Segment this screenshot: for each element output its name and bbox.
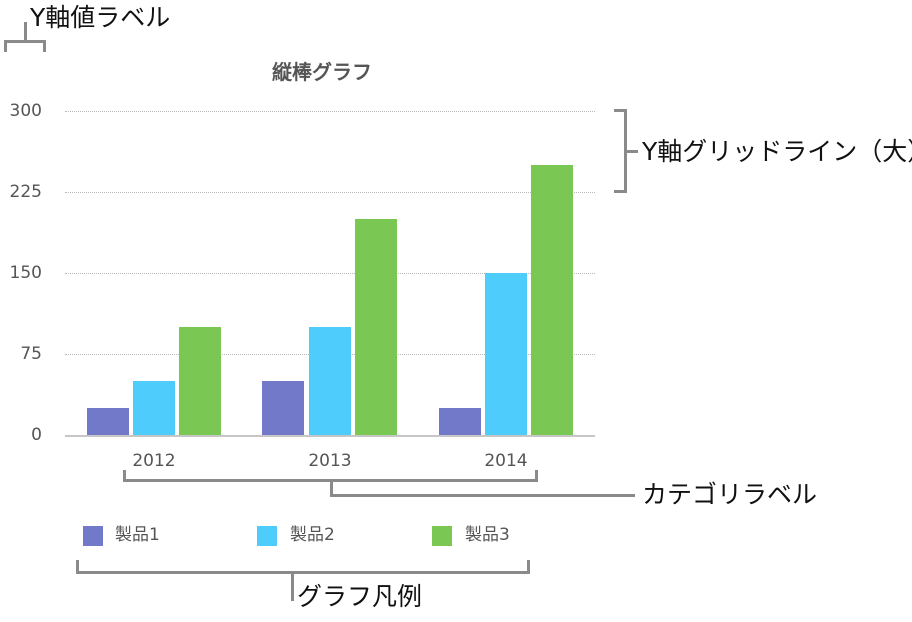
gridline-225 bbox=[65, 192, 595, 193]
bar-2013-product1 bbox=[262, 381, 304, 435]
gridline-bracket-bottom bbox=[614, 190, 626, 193]
callout-category-label: カテゴリラベル bbox=[642, 480, 818, 509]
legend-bracket-left bbox=[76, 560, 79, 574]
bar-2014-product2 bbox=[485, 273, 527, 435]
bar-2013-product3 bbox=[355, 219, 397, 435]
category-bracket-left bbox=[123, 470, 126, 482]
callout-chart-legend: グラフ凡例 bbox=[297, 582, 423, 611]
y-tick-0: 0 bbox=[31, 425, 42, 445]
legend-swatch-product1 bbox=[83, 526, 103, 546]
legend-bracket-h bbox=[76, 571, 530, 574]
category-label-2012: 2012 bbox=[132, 451, 176, 471]
x-axis-baseline bbox=[65, 435, 595, 437]
callout-y-axis-value-bracket-h bbox=[4, 40, 46, 43]
category-bracket-leader bbox=[330, 494, 635, 497]
legend-label-product2: 製品2 bbox=[290, 525, 335, 545]
y-tick-150: 150 bbox=[9, 263, 42, 283]
callout-bracket-tick-right bbox=[43, 40, 46, 52]
gridline-300 bbox=[65, 111, 595, 112]
gridline-150 bbox=[65, 273, 595, 274]
category-bracket-right bbox=[535, 470, 538, 482]
y-tick-225: 225 bbox=[9, 182, 42, 202]
legend-swatch-product3 bbox=[432, 526, 452, 546]
bar-2012-product2 bbox=[133, 381, 175, 435]
callout-bracket-tick-left bbox=[4, 40, 7, 52]
bar-2012-product3 bbox=[179, 327, 221, 435]
legend-bracket-stem bbox=[291, 571, 294, 601]
gridline-bracket-leader bbox=[626, 150, 638, 153]
legend-swatch-product2 bbox=[257, 526, 277, 546]
legend-bracket-right bbox=[527, 560, 530, 574]
category-label-2014: 2014 bbox=[484, 451, 528, 471]
y-tick-300: 300 bbox=[9, 101, 42, 121]
legend-label-product1: 製品1 bbox=[115, 525, 160, 545]
bar-2012-product1 bbox=[87, 408, 129, 435]
legend-label-product3: 製品3 bbox=[465, 525, 510, 545]
bar-2014-product1 bbox=[439, 408, 481, 435]
category-label-2013: 2013 bbox=[308, 451, 352, 471]
bar-2013-product2 bbox=[309, 327, 351, 435]
gridline-bracket-v bbox=[624, 109, 627, 193]
gridline-bracket-top bbox=[614, 109, 626, 112]
chart-title: 縦棒グラフ bbox=[272, 60, 372, 84]
bar-2014-product3 bbox=[531, 165, 573, 435]
callout-y-axis-value-label: Y軸値ラベル bbox=[30, 3, 171, 32]
category-bracket-stem bbox=[330, 479, 333, 497]
callout-y-axis-value-bracket bbox=[24, 22, 27, 42]
callout-y-axis-gridlines: Y軸グリッドライン（大） bbox=[642, 137, 912, 166]
y-tick-75: 75 bbox=[20, 344, 42, 364]
